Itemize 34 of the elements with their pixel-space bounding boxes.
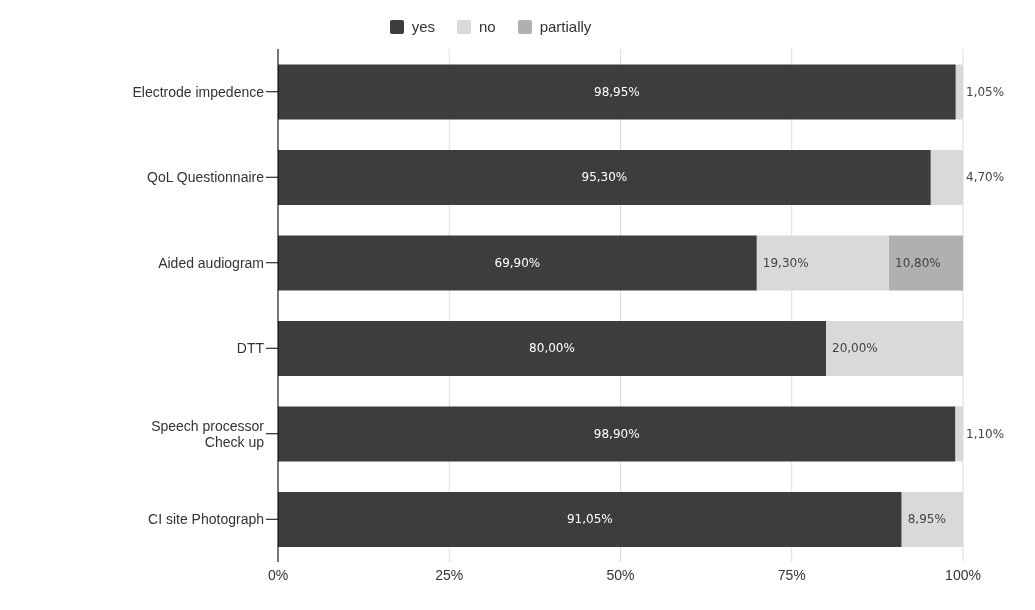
- y-tick-label: DTT: [236, 340, 265, 357]
- data-label: 4,70%: [966, 170, 1005, 185]
- bar: [278, 149, 931, 205]
- data-label: 69,90%: [494, 255, 541, 270]
- legend-label: no: [478, 18, 496, 35]
- data-label: 95,30%: [581, 170, 628, 185]
- bar: [278, 235, 757, 291]
- bar: [278, 491, 902, 547]
- x-tick-label: 50%: [606, 566, 635, 583]
- bar: [278, 320, 826, 376]
- data-label: 10,80%: [895, 255, 941, 270]
- y-tick-label: Electrode impedence: [132, 83, 265, 100]
- legend-label: partially: [538, 18, 592, 35]
- bar: [889, 235, 963, 291]
- y-tick-label: Aided audiogram: [158, 254, 264, 271]
- data-label: 1,10%: [966, 426, 1005, 441]
- bar: [278, 406, 956, 462]
- x-tick-label: 100%: [945, 566, 981, 583]
- x-tick-label: 75%: [777, 566, 806, 583]
- y-tick-label: CI site Photograph: [148, 511, 264, 528]
- data-label: 91,05%: [566, 512, 613, 527]
- data-label: 8,95%: [907, 512, 946, 527]
- data-label: 98,90%: [593, 426, 640, 441]
- y-tick-label: QoL Questionnaire: [147, 169, 265, 186]
- data-label: 80,00%: [529, 341, 575, 356]
- y-tick-label: Speech processor Check up: [151, 417, 265, 450]
- x-tick-label: 25%: [435, 566, 464, 583]
- data-label: 20,00%: [832, 341, 878, 356]
- x-tick-label: 0%: [267, 566, 289, 583]
- data-label: 98,95%: [594, 84, 640, 99]
- bar: [278, 64, 956, 120]
- data-label: 1,05%: [966, 84, 1005, 99]
- data-label: 19,30%: [762, 255, 809, 270]
- legend-label: yes: [410, 18, 435, 35]
